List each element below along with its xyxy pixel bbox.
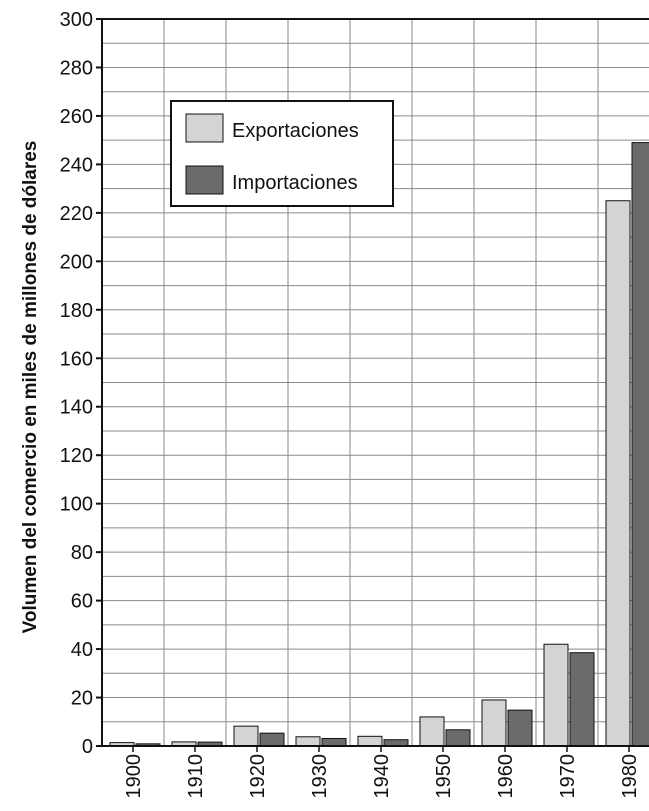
bar-importaciones-1970 [569,652,595,747]
bar-importaciones-1950 [445,729,471,747]
bar-exportaciones-1970 [543,643,569,747]
y-tick-label: 180 [60,300,93,322]
x-tick-label: 1970 [557,754,579,799]
bar-exportaciones-1950 [419,716,445,747]
bar-importaciones-1930 [321,737,347,747]
bar-exportaciones-1940 [357,735,383,747]
x-tick-label: 1980 [619,754,641,799]
y-tick-label: 20 [71,688,93,710]
x-tick-label: 1900 [123,754,145,799]
legend-label-importaciones: Importaciones [232,172,358,194]
y-tick-label: 60 [71,591,93,613]
bar-exportaciones-1960 [481,699,507,747]
x-tick-label: 1940 [371,754,393,799]
legend: Exportaciones Importaciones [170,100,394,207]
x-tick-label: 1930 [309,754,331,799]
y-tick-label: 120 [60,445,93,467]
bar-importaciones-1960 [507,709,533,747]
bar-exportaciones-1930 [295,736,321,747]
y-tick-label: 300 [60,9,93,31]
y-tick-label: 240 [60,154,93,176]
y-tick-label: 80 [71,542,93,564]
x-tick-label: 1910 [185,754,207,799]
y-tick-label: 280 [60,57,93,79]
y-tick-label: 140 [60,397,93,419]
x-tick-label: 1920 [247,754,269,799]
y-tick-label: 40 [71,639,93,661]
bars [109,142,649,747]
y-axis-title: Volumen del comercio en miles de millone… [20,141,41,634]
bar-exportaciones-1980 [605,200,631,747]
y-tick-label: 260 [60,106,93,128]
x-tick-label: 1950 [433,754,455,799]
y-tick-label: 100 [60,494,93,516]
legend-swatch-importaciones [185,165,224,195]
x-tick-label: 1960 [495,754,517,799]
y-tick-label: 200 [60,251,93,273]
y-tick-label: 160 [60,348,93,370]
bar-importaciones-1920 [259,732,285,747]
bar-importaciones-1980 [631,142,649,747]
bar-exportaciones-1920 [233,725,259,747]
axes [96,18,649,752]
y-tick-label: 220 [60,203,93,225]
legend-label-exportaciones: Exportaciones [232,120,359,142]
tick-labels: 0 20 40 60 80 100 120 140 160 180 200 220 240 260 280 3… [60,9,641,799]
y-tick-label: 0 [82,736,93,758]
legend-swatch-exportaciones [185,113,224,143]
